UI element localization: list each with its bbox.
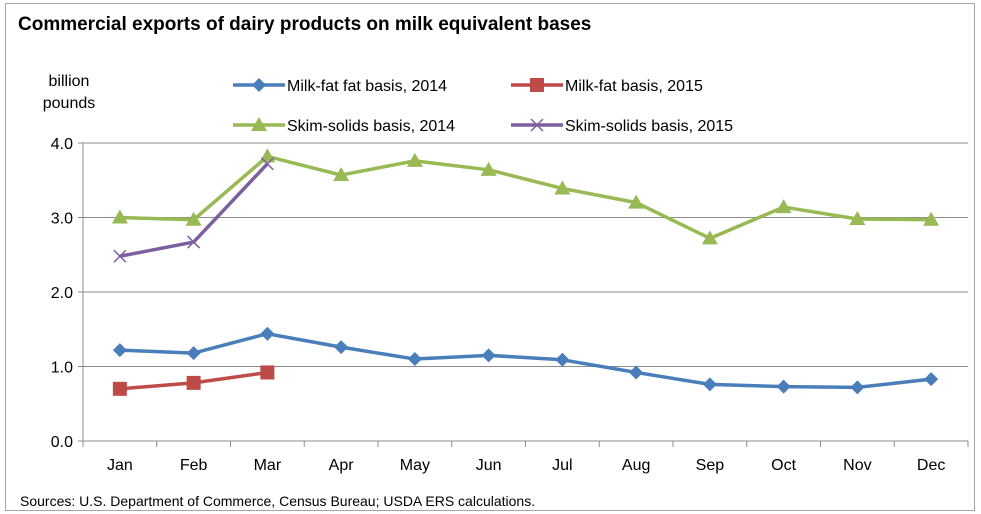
data-point bbox=[185, 211, 202, 226]
legend-entry: Milk-fat fat basis, 2014 bbox=[233, 78, 447, 95]
legend-marker bbox=[530, 78, 544, 92]
x-tick-label: Sep bbox=[696, 457, 725, 474]
y-tick-label: 3.0 bbox=[51, 211, 73, 228]
axes bbox=[78, 142, 969, 447]
y-tick-label: 0.0 bbox=[51, 434, 73, 451]
data-point bbox=[259, 148, 276, 163]
data-point bbox=[554, 180, 571, 195]
data-point bbox=[260, 365, 275, 380]
data-point bbox=[187, 235, 201, 249]
data-point bbox=[260, 157, 274, 171]
data-point bbox=[850, 380, 865, 395]
data-point bbox=[113, 249, 127, 263]
tick-labels: 0.0 1.0 2.0 3.0 4.0 Jan Feb Mar Apr May Jun Jul Aug S… bbox=[51, 136, 946, 474]
data-point bbox=[555, 352, 570, 367]
data-point bbox=[775, 199, 792, 214]
legend-entry: Milk-fat basis, 2015 bbox=[511, 78, 703, 95]
source-note: Sources: U.S. Department of Commerce, Ce… bbox=[20, 493, 536, 509]
x-tick-label: Apr bbox=[329, 457, 355, 474]
x-tick-label: Aug bbox=[622, 457, 650, 474]
data-point bbox=[111, 209, 128, 224]
x-tick-label: Jun bbox=[476, 457, 502, 474]
data-point bbox=[628, 194, 645, 209]
data-point bbox=[701, 230, 718, 245]
y-tick-label: 4.0 bbox=[51, 136, 73, 153]
legend-label: Skim-solids basis, 2015 bbox=[565, 118, 733, 135]
y-tick-label: 1.0 bbox=[51, 360, 73, 377]
legend-marker bbox=[251, 117, 267, 131]
data-point bbox=[333, 167, 350, 182]
legend-label: Milk-fat basis, 2015 bbox=[565, 78, 703, 95]
data-point bbox=[481, 348, 496, 363]
data-point bbox=[924, 372, 939, 387]
legend-marker bbox=[252, 78, 266, 92]
legend-marker bbox=[530, 118, 544, 132]
chart-frame: Commercial exports of dairy products on … bbox=[5, 3, 975, 511]
legend: Milk-fat fat basis, 2014 Milk-fat basis, … bbox=[233, 78, 733, 135]
gridlines bbox=[83, 142, 968, 367]
x-tick-label: Mar bbox=[254, 457, 282, 474]
data-point bbox=[112, 343, 127, 358]
x-tick-label: Feb bbox=[180, 457, 208, 474]
legend-label: Skim-solids basis, 2014 bbox=[287, 118, 455, 135]
legend-entry: Skim-solids basis, 2015 bbox=[511, 118, 733, 135]
series-line bbox=[119, 154, 932, 241]
legend-label: Milk-fat fat basis, 2014 bbox=[287, 78, 447, 95]
data-point bbox=[702, 377, 717, 392]
series-lines bbox=[111, 148, 940, 396]
series-1 bbox=[112, 326, 939, 395]
y-axis-label: billion pounds bbox=[42, 73, 96, 112]
data-point bbox=[407, 352, 422, 367]
data-point bbox=[260, 326, 275, 341]
x-tick-label: Jan bbox=[107, 457, 133, 474]
series-line bbox=[119, 331, 932, 390]
data-point bbox=[112, 381, 127, 396]
line-chart: 0.0 1.0 2.0 3.0 4.0 Jan Feb Mar Apr May Jun Jul Aug S… bbox=[51, 78, 969, 474]
y-tick-label: 2.0 bbox=[51, 285, 73, 302]
data-point bbox=[334, 340, 349, 355]
x-tick-label: Dec bbox=[917, 457, 945, 474]
data-point bbox=[186, 375, 201, 390]
chart-title: Commercial exports of dairy products on … bbox=[18, 14, 592, 35]
data-point bbox=[776, 379, 791, 394]
data-point bbox=[923, 211, 940, 226]
x-tick-label: Nov bbox=[843, 457, 871, 474]
x-tick-label: Oct bbox=[771, 457, 796, 474]
data-point bbox=[186, 346, 201, 361]
x-tick-label: Jul bbox=[552, 457, 572, 474]
data-point bbox=[406, 152, 423, 167]
legend-entry: Skim-solids basis, 2014 bbox=[233, 117, 455, 135]
data-point bbox=[629, 365, 644, 380]
series-2 bbox=[112, 365, 275, 396]
data-point bbox=[849, 210, 866, 225]
series-4 bbox=[113, 157, 274, 263]
x-tick-label: May bbox=[400, 457, 430, 474]
data-point bbox=[480, 161, 497, 176]
